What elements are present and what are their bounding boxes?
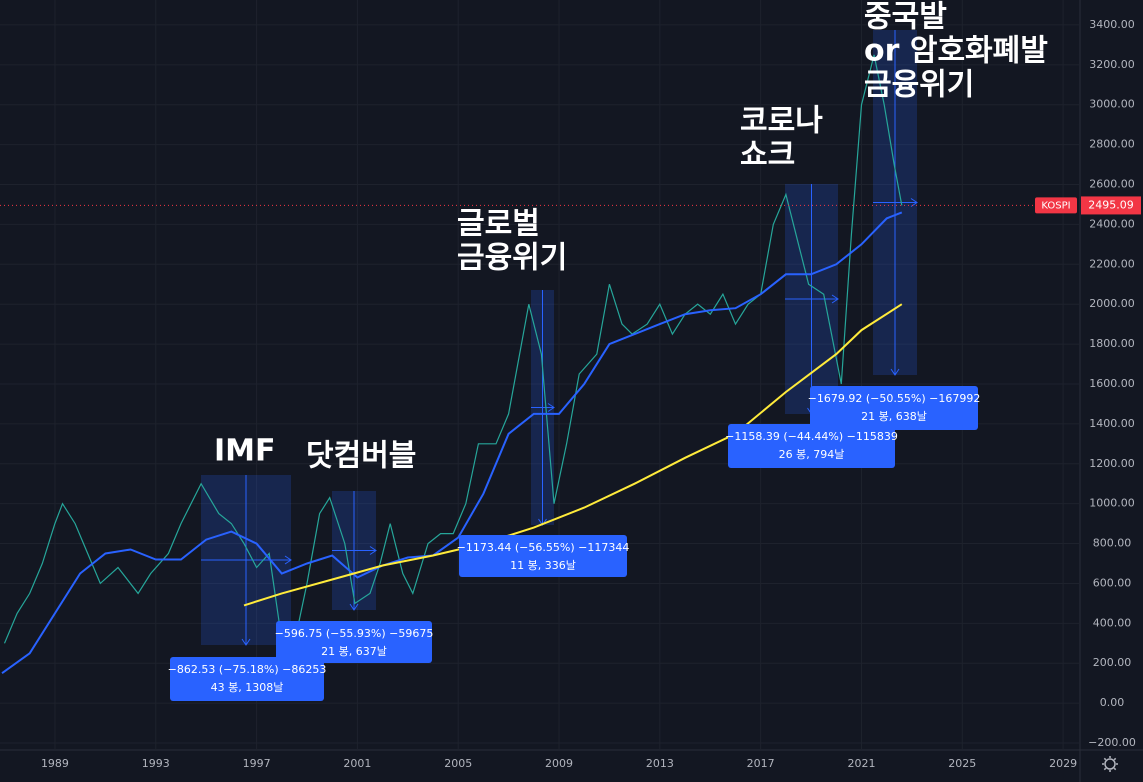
event-title: 코로나 (740, 104, 823, 139)
x-tick-label: 1997 (243, 757, 271, 770)
event-title: 쇼크 (740, 138, 795, 173)
bars-label: 21 봉, 637날 (321, 645, 387, 658)
settings-icon[interactable] (1102, 756, 1118, 772)
y-tick-label: 2400.00 (1089, 217, 1135, 230)
y-tick-label: 1800.00 (1089, 337, 1135, 350)
x-tick-label: 2013 (646, 757, 674, 770)
info-box (276, 621, 432, 663)
info-box (810, 386, 978, 430)
event-title: IMF (214, 434, 276, 469)
info-box (459, 535, 627, 577)
y-tick-label: 1600.00 (1089, 377, 1135, 390)
y-tick-label: 3400.00 (1089, 18, 1135, 31)
x-tick-label: 2001 (343, 757, 371, 770)
info-box (728, 424, 895, 468)
range-arrow (201, 475, 292, 646)
bars-label: 43 봉, 1308날 (211, 681, 284, 694)
event-title: 금융위기 (457, 241, 567, 276)
event-title: or 암호화폐발 (864, 34, 1048, 69)
measure-label: −1679.92 (−50.55%) −167992 (808, 392, 981, 405)
x-tick-label: 2017 (747, 757, 775, 770)
bars-label: 11 봉, 336날 (510, 559, 576, 572)
annotations (201, 30, 918, 646)
x-tick-label: 2009 (545, 757, 573, 770)
y-tick-label: 2000.00 (1089, 297, 1135, 310)
y-tick-label: 2600.00 (1089, 178, 1135, 191)
y-tick-label: 1400.00 (1089, 417, 1135, 430)
measure-label: −862.53 (−75.18%) −86253 (168, 663, 327, 676)
y-tick-label: 2200.00 (1089, 257, 1135, 270)
x-tick-label: 2021 (847, 757, 875, 770)
x-tick-label: 1989 (41, 757, 69, 770)
x-tick-label: 2005 (444, 757, 472, 770)
y-tick-label: 2800.00 (1089, 138, 1135, 151)
series-line (243, 303, 903, 607)
event-title: 글로벌 (457, 207, 540, 242)
last-price-label: 2495.09 (1088, 198, 1134, 211)
series-line (3, 54, 903, 645)
event-title: 금융위기 (864, 68, 974, 103)
y-tick-label: 200.00 (1093, 656, 1132, 669)
measure-label: −596.75 (−55.93%) −59675 (275, 627, 434, 640)
event-title: 중국발 (864, 0, 947, 35)
x-tick-label: 2025 (948, 757, 976, 770)
x-tick-label: 1993 (142, 757, 170, 770)
series-line (1, 211, 903, 675)
y-tick-label: 1200.00 (1089, 457, 1135, 470)
measure-label: −1158.39 (−44.44%) −115839 (725, 430, 898, 443)
info-box (170, 657, 324, 701)
y-tick-label: 0.00 (1100, 696, 1125, 709)
symbol-badge (1035, 197, 1077, 214)
y-tick-label: 1000.00 (1089, 497, 1135, 510)
y-tick-label: 600.00 (1093, 576, 1132, 589)
event-title: 닷컴버블 (306, 439, 416, 474)
symbol-label: KOSPI (1041, 200, 1070, 211)
x-tick-label: 2029 (1049, 757, 1077, 770)
y-tick-label: 800.00 (1093, 537, 1132, 550)
y-tick-label: 400.00 (1093, 616, 1132, 629)
y-tick-label: −200.00 (1088, 736, 1136, 749)
range-arrow (873, 30, 918, 376)
range-arrow (332, 491, 377, 611)
y-tick-label: 3000.00 (1089, 98, 1135, 111)
y-tick-label: 3200.00 (1089, 58, 1135, 71)
measure-label: −1173.44 (−56.55%) −117344 (457, 541, 630, 554)
bars-label: 21 봉, 638날 (861, 410, 927, 423)
bars-label: 26 봉, 794날 (779, 448, 845, 461)
price-badge (1081, 196, 1141, 215)
